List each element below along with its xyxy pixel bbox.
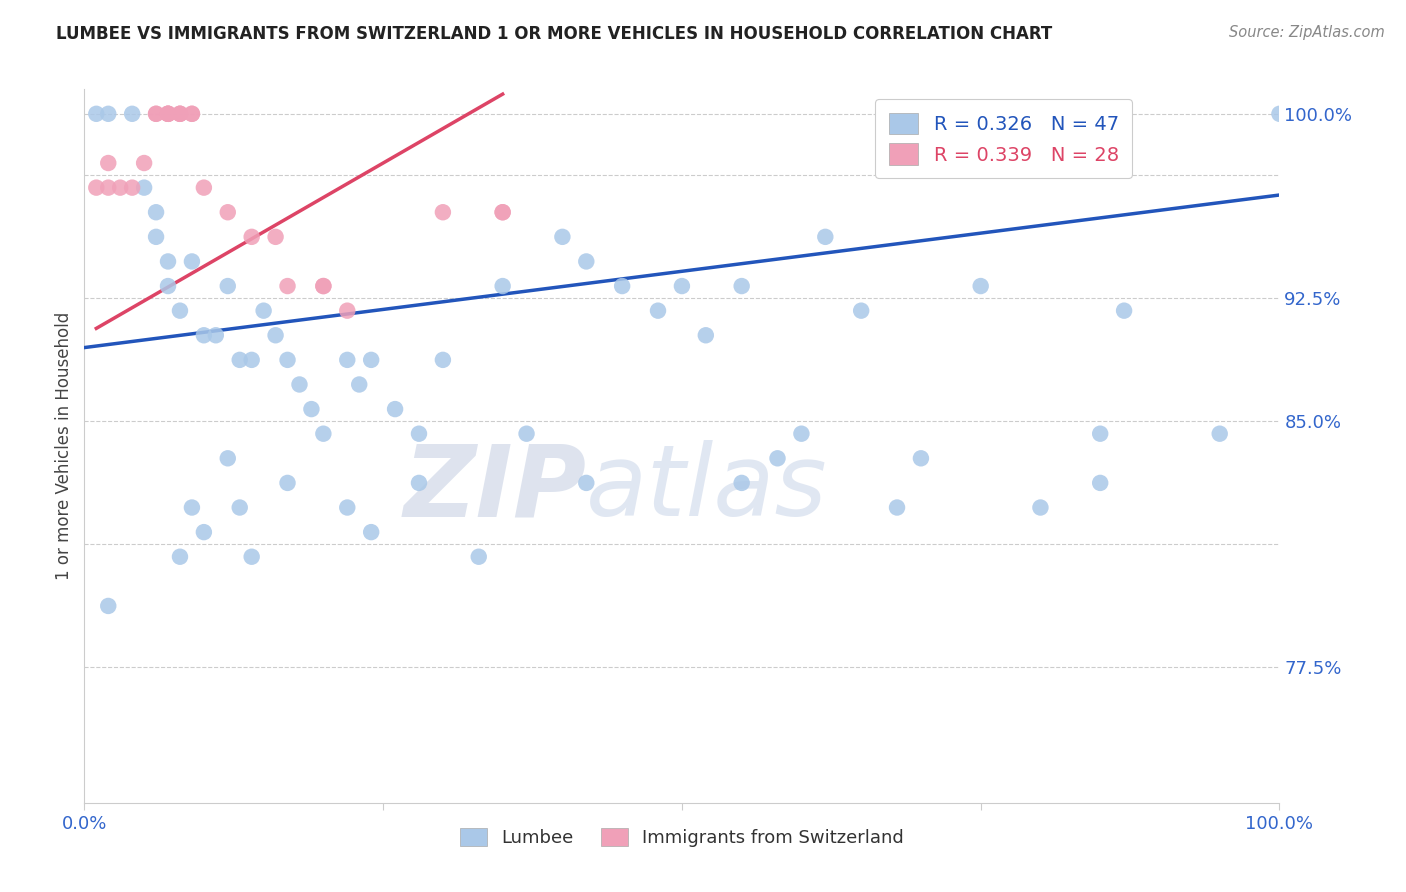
Point [910, 451, 932, 466]
Point [157, 107, 180, 121]
Point [86, 180, 108, 194]
Point [86, 107, 108, 121]
Point [575, 254, 598, 268]
Point [193, 525, 215, 540]
Point [229, 500, 252, 515]
Point [229, 352, 252, 367]
Point [301, 402, 323, 417]
Point [349, 377, 371, 392]
Point [145, 107, 167, 121]
Point [886, 500, 908, 515]
Point [121, 180, 143, 194]
Point [240, 549, 263, 564]
Point [492, 205, 515, 219]
Point [253, 303, 276, 318]
Point [264, 230, 287, 244]
Point [790, 426, 813, 441]
Point [157, 107, 180, 121]
Point [1090, 426, 1112, 441]
Point [766, 451, 789, 466]
Point [169, 549, 191, 564]
Legend: Lumbee, Immigrants from Switzerland: Lumbee, Immigrants from Switzerland [453, 821, 911, 855]
Point [97, 599, 120, 613]
Point [169, 107, 191, 121]
Text: Source: ZipAtlas.com: Source: ZipAtlas.com [1229, 25, 1385, 40]
Text: atlas: atlas [586, 441, 828, 537]
Point [647, 303, 669, 318]
Point [312, 279, 335, 293]
Point [851, 303, 873, 318]
Y-axis label: 1 or more Vehicles in Household: 1 or more Vehicles in Household [55, 312, 73, 580]
Point [288, 377, 311, 392]
Point [336, 500, 359, 515]
Point [97, 180, 120, 194]
Point [217, 279, 239, 293]
Point [157, 107, 180, 121]
Point [731, 475, 754, 490]
Point [492, 279, 515, 293]
Point [516, 426, 538, 441]
Point [205, 328, 228, 343]
Point [169, 107, 191, 121]
Point [384, 402, 406, 417]
Point [145, 107, 167, 121]
Point [336, 303, 359, 318]
Point [217, 451, 239, 466]
Point [1209, 426, 1232, 441]
Point [145, 205, 167, 219]
Text: ZIP: ZIP [404, 441, 586, 537]
Point [612, 279, 634, 293]
Point [97, 107, 120, 121]
Point [145, 230, 167, 244]
Point [814, 230, 837, 244]
Point [121, 107, 143, 121]
Point [97, 156, 120, 170]
Point [408, 426, 430, 441]
Point [970, 279, 993, 293]
Point [551, 230, 574, 244]
Point [1090, 475, 1112, 490]
Point [181, 107, 204, 121]
Point [169, 107, 191, 121]
Point [277, 352, 299, 367]
Point [468, 549, 491, 564]
Point [193, 328, 215, 343]
Point [157, 107, 180, 121]
Point [432, 205, 454, 219]
Text: LUMBEE VS IMMIGRANTS FROM SWITZERLAND 1 OR MORE VEHICLES IN HOUSEHOLD CORRELATIO: LUMBEE VS IMMIGRANTS FROM SWITZERLAND 1 … [56, 25, 1053, 43]
Point [360, 352, 382, 367]
Point [336, 352, 359, 367]
Point [277, 279, 299, 293]
Point [360, 525, 382, 540]
Point [181, 107, 204, 121]
Point [264, 328, 287, 343]
Point [193, 180, 215, 194]
Point [492, 205, 515, 219]
Point [240, 230, 263, 244]
Point [1029, 500, 1052, 515]
Point [408, 475, 430, 490]
Point [181, 500, 204, 515]
Point [157, 279, 180, 293]
Point [240, 352, 263, 367]
Point [312, 426, 335, 441]
Point [169, 303, 191, 318]
Point [432, 352, 454, 367]
Point [731, 279, 754, 293]
Point [132, 156, 156, 170]
Point [1268, 107, 1291, 121]
Point [132, 180, 156, 194]
Point [217, 205, 239, 219]
Point [312, 279, 335, 293]
Point [1114, 303, 1136, 318]
Point [157, 254, 180, 268]
Point [671, 279, 693, 293]
Point [181, 254, 204, 268]
Point [110, 180, 132, 194]
Point [695, 328, 717, 343]
Point [277, 475, 299, 490]
Point [575, 475, 598, 490]
